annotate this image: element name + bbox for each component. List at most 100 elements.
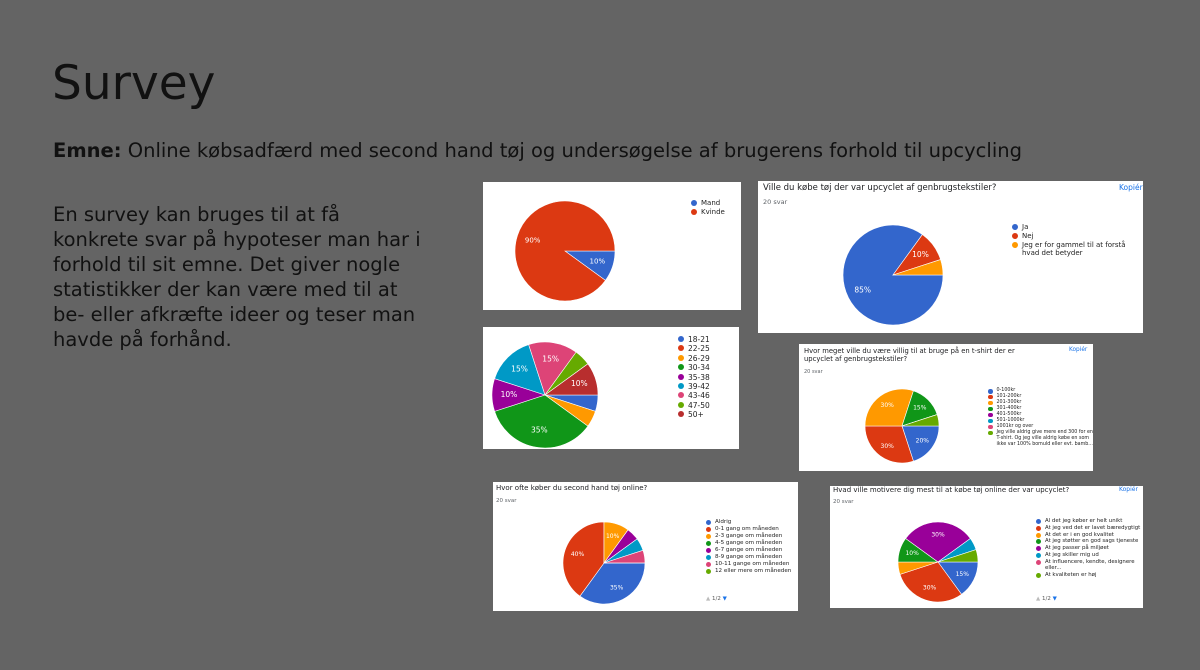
legend-label: Jeg ville aldrig give mere end 300 for e… bbox=[996, 429, 1093, 447]
next-icon[interactable]: ▼ bbox=[720, 596, 727, 602]
pie-slice bbox=[905, 521, 971, 563]
copy-button: Kopiér bbox=[1119, 486, 1138, 493]
legend-label: Kvinde bbox=[701, 207, 725, 216]
legend-label: 401-500kr bbox=[996, 411, 1022, 417]
legend-swatch bbox=[988, 406, 993, 412]
legend-item: 10-11 gange om måneden bbox=[706, 561, 798, 568]
legend-label: At det er i en god kvalitet bbox=[1045, 531, 1114, 538]
legend-swatch bbox=[1036, 546, 1041, 551]
legend-label: Al det jeg køber er helt unikt bbox=[1045, 518, 1123, 524]
pagination: ▲ 1/2 ▼ bbox=[706, 596, 727, 602]
legend-label: Jeg er for gammel til at forstå hvad det… bbox=[1022, 240, 1126, 258]
subject: Emne: Online købsadfærd med second hand … bbox=[53, 139, 1022, 162]
pie-slice bbox=[892, 259, 944, 276]
slice-label: 10% bbox=[912, 250, 929, 259]
slice-label: 20% bbox=[916, 437, 930, 444]
chart-card: 20% 30% 30% 15% Hvor meget ville du være vil… bbox=[799, 344, 1093, 471]
legend-item: 39-42 bbox=[678, 382, 738, 391]
legend-item: 26-29 bbox=[678, 354, 738, 363]
pie-chart: 35% 10% 15% 15% 10% bbox=[491, 341, 599, 449]
legend-item: At kvaliteten er høj bbox=[1036, 572, 1143, 579]
legend-item: At jeg støtter en god sags tjeneste bbox=[1036, 538, 1143, 545]
legend-label: 12 eller mere om måneden bbox=[715, 567, 792, 574]
copy-button: Kopiér bbox=[1069, 347, 1088, 353]
slice-label: 10% bbox=[501, 390, 518, 399]
legend-item: Jeg er for gammel til at forstå hvad det… bbox=[1012, 241, 1137, 259]
legend-label: At jeg passer på miljøet bbox=[1045, 545, 1109, 551]
legend: Ja Nej Jeg er for gammel til at forstå hva… bbox=[1012, 223, 1137, 258]
slide-title: Survey bbox=[52, 56, 216, 111]
chart-card: 10% 90% Mand Kvinde bbox=[483, 182, 741, 310]
legend-item: At jeg skiller mig ud bbox=[1036, 552, 1143, 559]
chart-card: 35% 40% 10% Hvor ofte køber du second hand … bbox=[493, 482, 798, 611]
copy-button: Kopiér bbox=[1119, 183, 1143, 192]
slice-label: 85% bbox=[854, 285, 871, 294]
legend-label: At jeg skiller mig ud bbox=[1045, 551, 1099, 558]
legend-label: 101-200kr bbox=[996, 393, 1022, 399]
legend-label: 47-50 bbox=[688, 400, 710, 410]
legend-swatch bbox=[1012, 224, 1018, 230]
pie-slice bbox=[937, 549, 979, 563]
page-indicator: 1/2 bbox=[1041, 596, 1051, 602]
legend-item: At det er i en god kvalitet bbox=[1036, 532, 1143, 539]
slice-label: 90% bbox=[525, 236, 541, 244]
legend-swatch bbox=[678, 373, 684, 380]
chart-title: Hvor ofte køber du second hand tøj onlin… bbox=[496, 484, 648, 492]
prev-icon[interactable]: ▲ bbox=[706, 596, 712, 602]
legend-item: At influencere, kendte, designere eller.… bbox=[1036, 559, 1143, 573]
legend-item: 35-38 bbox=[678, 373, 738, 382]
legend-item: 401-500kr bbox=[988, 412, 1093, 418]
legend-swatch bbox=[1036, 539, 1041, 545]
legend-label: 50+ bbox=[688, 410, 704, 419]
legend-swatch bbox=[706, 554, 711, 560]
legend-item: 0-1 gang om måneden bbox=[706, 526, 798, 533]
chart-card: 85% 10% Ville du købe tøj der var upcyclet… bbox=[758, 181, 1143, 333]
legend-label: 43-46 bbox=[688, 391, 710, 401]
pie-slice bbox=[864, 388, 914, 427]
slice-label: 30% bbox=[931, 531, 945, 538]
slice-label: 15% bbox=[956, 571, 970, 578]
legend-swatch bbox=[988, 418, 993, 424]
legend-swatch bbox=[691, 208, 697, 215]
legend-item: 4-5 gange om måneden bbox=[706, 540, 798, 547]
slice-label: 15% bbox=[511, 365, 528, 374]
chart-title: Ville du købe tøj der var upcyclet af ge… bbox=[763, 183, 997, 193]
prev-icon[interactable]: ▲ bbox=[1036, 596, 1042, 602]
legend-label: 35-38 bbox=[688, 372, 710, 382]
legend-swatch bbox=[706, 540, 711, 546]
legend-swatch bbox=[1036, 559, 1041, 565]
slice-label: 35% bbox=[610, 584, 624, 591]
legend-item: Al det jeg køber er helt unikt bbox=[1036, 518, 1143, 525]
legend: 18-21 22-25 26-29 30-34 35-38 39-42 43-46 47-50… bbox=[678, 335, 738, 419]
legend-item: 6-7 gange om måneden bbox=[706, 547, 798, 554]
legend-label: 22-25 bbox=[688, 344, 710, 354]
pie-slice bbox=[514, 200, 616, 302]
chart-card: 35% 10% 15% 15% 10% 18-21 22-25 26-29 30-34 35-38… bbox=[483, 327, 739, 449]
pie-slice bbox=[528, 341, 577, 396]
legend-swatch bbox=[706, 520, 711, 525]
pie-slice bbox=[562, 521, 605, 597]
pie-chart: 35% 40% 10% bbox=[562, 521, 646, 605]
next-icon[interactable]: ▼ bbox=[1050, 596, 1057, 602]
legend-label: 301-400kr bbox=[996, 405, 1022, 411]
legend-item: Kvinde bbox=[691, 208, 739, 217]
chart-title: Hvad ville motivere dig mest til at købe… bbox=[833, 486, 1070, 494]
legend-swatch bbox=[678, 345, 684, 352]
legend-item: 2-3 gange om måneden bbox=[706, 533, 798, 540]
legend-item: 501-1000kr bbox=[988, 418, 1093, 424]
legend-item: At jeg ved det er lavet bæredygtigt bbox=[1036, 525, 1143, 532]
legend-swatch bbox=[1036, 573, 1041, 578]
legend-item: Jeg ville aldrig give mere end 300 for e… bbox=[988, 430, 1093, 448]
slice-label: 15% bbox=[542, 354, 559, 363]
response-count: 20 svar bbox=[804, 369, 823, 375]
pie-slice bbox=[901, 414, 940, 427]
legend-swatch bbox=[691, 200, 697, 206]
slice-label: 30% bbox=[881, 402, 895, 409]
legend-label: 26-29 bbox=[688, 353, 710, 363]
legend-swatch bbox=[678, 392, 684, 399]
legend-label: 4-5 gange om måneden bbox=[715, 539, 783, 546]
slice-label: 10% bbox=[905, 550, 919, 557]
pie-slice bbox=[864, 425, 914, 464]
legend-label: 6-7 gange om måneden bbox=[715, 546, 783, 553]
